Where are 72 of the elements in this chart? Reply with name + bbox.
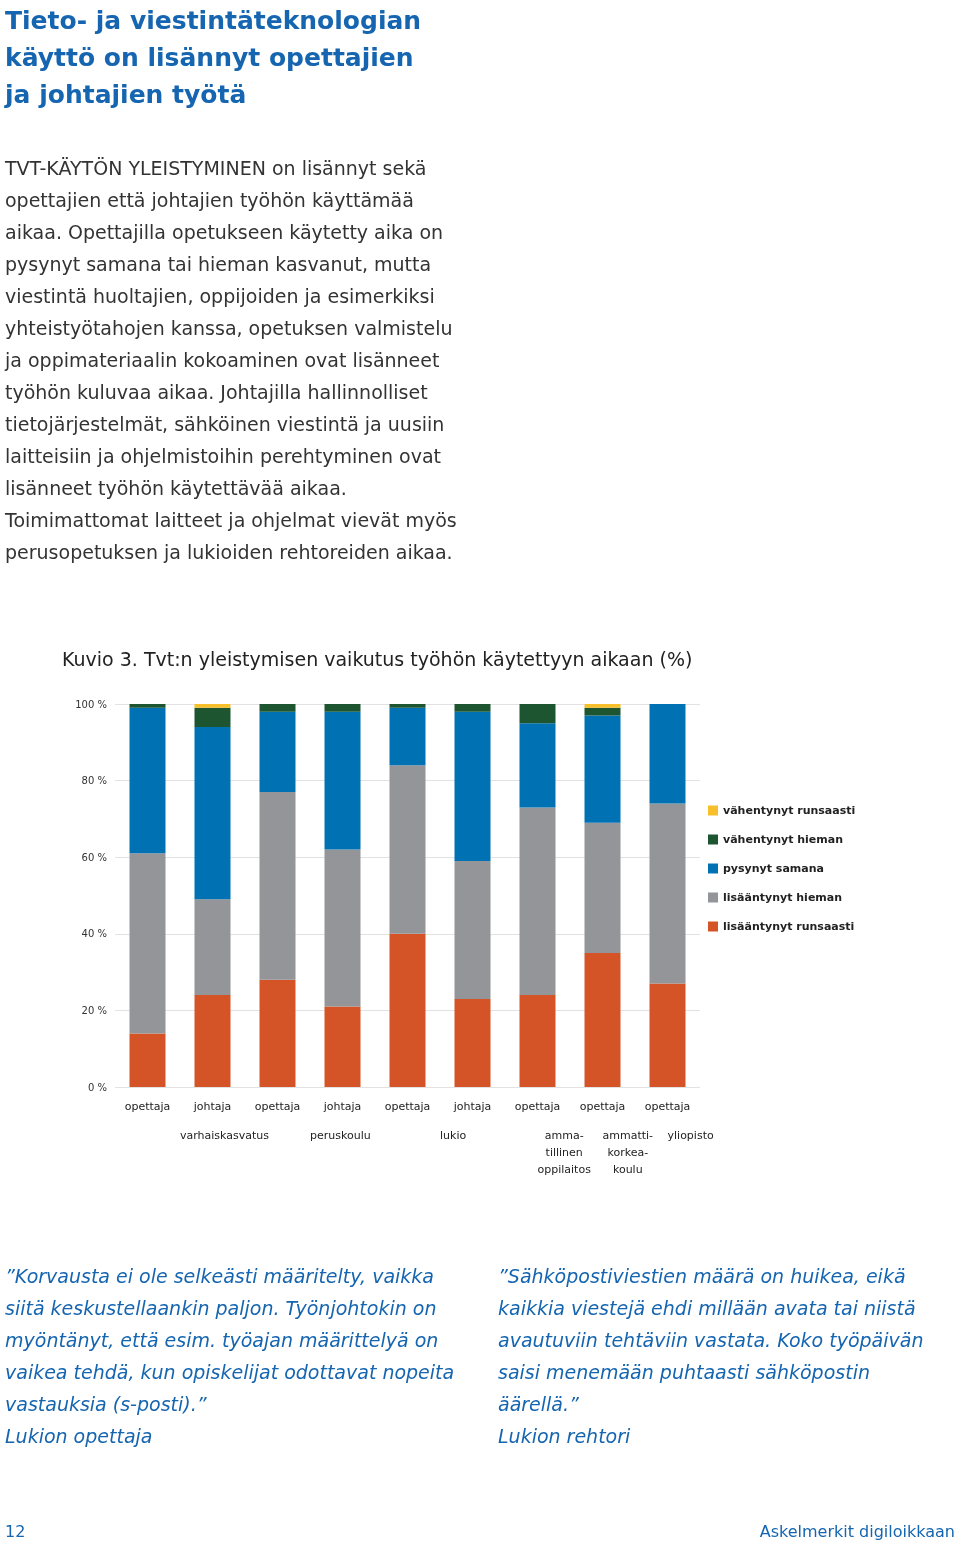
y-tick-label: 100 % bbox=[75, 698, 107, 710]
text: ammatti- korkea- koulu bbox=[602, 1129, 654, 1176]
y-tick-label: 40 % bbox=[81, 928, 107, 940]
bar bbox=[194, 899, 231, 996]
bar bbox=[194, 707, 231, 727]
text: ”Korvausta ei ole selkeästi määritelty, vaikka siitä keskustellaankin paljon. Työnjohtokin on myöntänyt, että esim. työajan määrittelyä on vaikea tehdä, kun opiskelijat odottavat nopeita vastauksia (s-posti).” bbox=[5, 1265, 455, 1415]
bar bbox=[454, 704, 491, 712]
x-tick-label: opettaja bbox=[124, 1100, 171, 1113]
x-tick-label: johtaja bbox=[322, 1100, 362, 1113]
bar bbox=[129, 1033, 166, 1087]
x-tick-label: opettaja bbox=[644, 1100, 691, 1113]
bar bbox=[584, 707, 621, 716]
text: Lukion rehtori bbox=[498, 1425, 631, 1447]
bar bbox=[129, 704, 166, 708]
x-tick-label: johtaja bbox=[452, 1100, 492, 1113]
bar bbox=[584, 822, 621, 953]
text: peruskoulu bbox=[310, 1129, 371, 1142]
bar bbox=[324, 1006, 361, 1087]
x-tick-label: opettaja bbox=[579, 1100, 626, 1113]
legend-label: vähentynyt hieman bbox=[723, 833, 844, 846]
bar bbox=[259, 704, 296, 712]
y-tick-label: 60 % bbox=[81, 851, 107, 863]
legend-label: lisääntynyt hieman bbox=[723, 891, 843, 904]
bar bbox=[649, 704, 686, 804]
text: yliopisto bbox=[667, 1129, 714, 1142]
bar bbox=[129, 853, 166, 1034]
text: Askelmerkit digiloikkaan bbox=[759, 1522, 955, 1541]
text: TVT-KÄYTÖN YLEISTYMINEN on lisännyt sekä opettajien että johtajien työhön käyttämää aikaa. Opettajilla opetukseen käytetty aika on pysynyt samana tai hieman kasvanut, mutta viestintä huoltajien, oppijoiden ja esimerkiksi yhteistyötahojen kanssa, opetuksen valmistelu ja oppimateriaalin kokoaminen ovat lisänneet työhön kuluvaa aikaa. Johtajilla hallinnolliset tietojärjestelmät, sähköinen viestintä ja uusiin laitteisiin ja ohjelmistoihin perehtyminen ovat lisänneet työhön käytettävää aikaa. Toimimattomat laitteet ja ohjelmat vievät myös perusopetuksen ja lukioiden rehtoreiden aikaa. bbox=[5, 157, 457, 563]
text: Lukion opettaja bbox=[5, 1425, 153, 1447]
bar bbox=[454, 861, 491, 999]
y-tick-label: 80 % bbox=[81, 775, 107, 787]
bar bbox=[259, 979, 296, 1087]
bar bbox=[389, 933, 426, 1087]
bar bbox=[519, 704, 556, 724]
bar bbox=[389, 704, 426, 708]
bar bbox=[584, 715, 621, 823]
x-tick-label: opettaja bbox=[514, 1100, 561, 1113]
bar bbox=[324, 849, 361, 1007]
chart-title: Kuvio 3. Tvt:n yleistymisen vaikutus työhön käytettyyn aikaan (%) bbox=[62, 647, 693, 670]
bar bbox=[389, 765, 426, 934]
bar bbox=[454, 998, 491, 1087]
bar bbox=[259, 792, 296, 980]
bar bbox=[519, 807, 556, 996]
bar bbox=[194, 704, 231, 708]
x-tick-label: opettaja bbox=[384, 1100, 431, 1113]
text: amma- tillinen oppilaitos bbox=[537, 1129, 592, 1176]
bar bbox=[194, 995, 231, 1087]
bar bbox=[259, 711, 296, 793]
bar bbox=[584, 952, 621, 1087]
bar bbox=[129, 707, 166, 854]
bar bbox=[584, 704, 621, 708]
bar bbox=[324, 711, 361, 850]
bar bbox=[649, 803, 686, 984]
legend-label: lisääntynyt runsaasti bbox=[723, 920, 855, 933]
bar bbox=[194, 726, 231, 900]
text: 12 bbox=[5, 1522, 26, 1541]
bar bbox=[519, 723, 556, 808]
bar bbox=[649, 983, 686, 1087]
x-tick-label: opettaja bbox=[254, 1100, 301, 1113]
text: ”Sähköpostiviestien määrä on huikea, eikä kaikkia viestejä ehdi millään avata tai niistä avautuviin tehtäviin vastata. Koko työpäivän saisi menemään puhtaasti sähköpostin äärellä.” bbox=[498, 1265, 924, 1415]
y-tick-label: 20 % bbox=[81, 1004, 107, 1016]
bar bbox=[454, 711, 491, 862]
y-tick-label: 0 % bbox=[87, 1081, 107, 1093]
text: Tieto- ja viestintäteknologian käyttö on lisännyt opettajien ja johtajien työtä bbox=[5, 5, 423, 111]
legend-label: vähentynyt runsaasti bbox=[723, 804, 856, 817]
text: varhaiskasvatus bbox=[180, 1129, 270, 1142]
bar bbox=[324, 704, 361, 712]
text: lukio bbox=[440, 1129, 467, 1142]
legend-label: pysynyt samana bbox=[723, 862, 824, 875]
x-tick-label: johtaja bbox=[192, 1100, 232, 1113]
bar bbox=[519, 995, 556, 1087]
bar bbox=[389, 707, 426, 766]
